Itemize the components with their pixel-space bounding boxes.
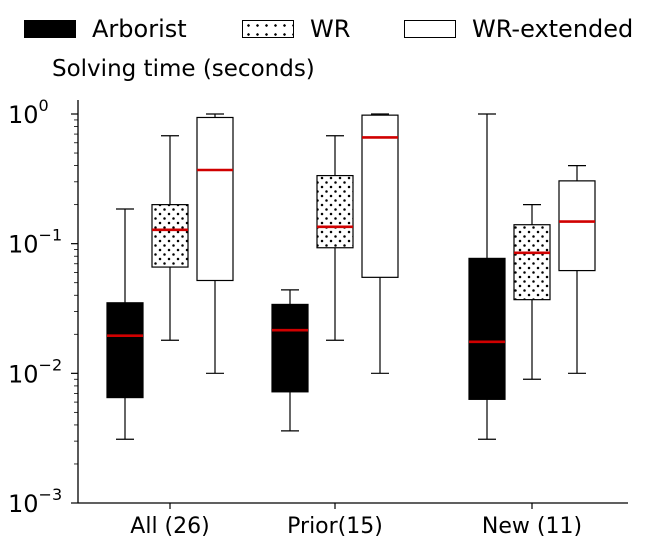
box-arborist-1 [271,289,309,432]
legend-swatch-wr [242,20,294,38]
box-wr-0 [151,135,189,341]
legend-swatch-wr-extended [404,20,456,38]
box-iqr [316,174,354,249]
legend-item-wr-extended: WR-extended [404,14,633,44]
legend-label-wr-extended: WR-extended [472,15,634,43]
box-iqr [196,116,234,282]
box-iqr [513,224,551,301]
x-tick-label-1: Prior(15) [287,514,383,539]
box-arborist-2 [468,113,506,440]
y-tick-label-0: 100 [8,96,49,129]
plot-area: 100 10−1 10−2 10−3 All (26) Prior(15) New (11) [8,96,628,539]
box-iqr [558,180,596,272]
box-iqr [151,204,189,268]
x-tick-label-0: All (26) [130,514,209,539]
box-wr-1 [316,135,354,341]
box-arborist-0 [106,208,144,440]
chart-subtitle: Solving time (seconds) [52,56,315,82]
box-wr-extended-2 [558,164,596,374]
box-wr-extended-0 [196,113,234,374]
legend-label-arborist: Arborist [92,15,187,43]
y-tick-label-1: 10−1 [8,226,62,259]
x-tick-label-2: New (11) [482,514,582,539]
box-wr-2 [513,204,551,380]
y-tick-label-3: 10−3 [8,485,62,518]
box-iqr [106,302,144,399]
legend-swatch-arborist [24,20,76,38]
box-iqr [361,114,399,278]
legend-item-wr: WR [242,14,350,44]
legend-item-arborist: Arborist [24,14,187,44]
box-iqr [468,257,506,400]
legend-label-wr: WR [310,15,351,43]
box-iqr [271,303,309,393]
y-tick-label-2: 10−2 [8,355,62,388]
box-wr-extended-1 [361,113,399,374]
